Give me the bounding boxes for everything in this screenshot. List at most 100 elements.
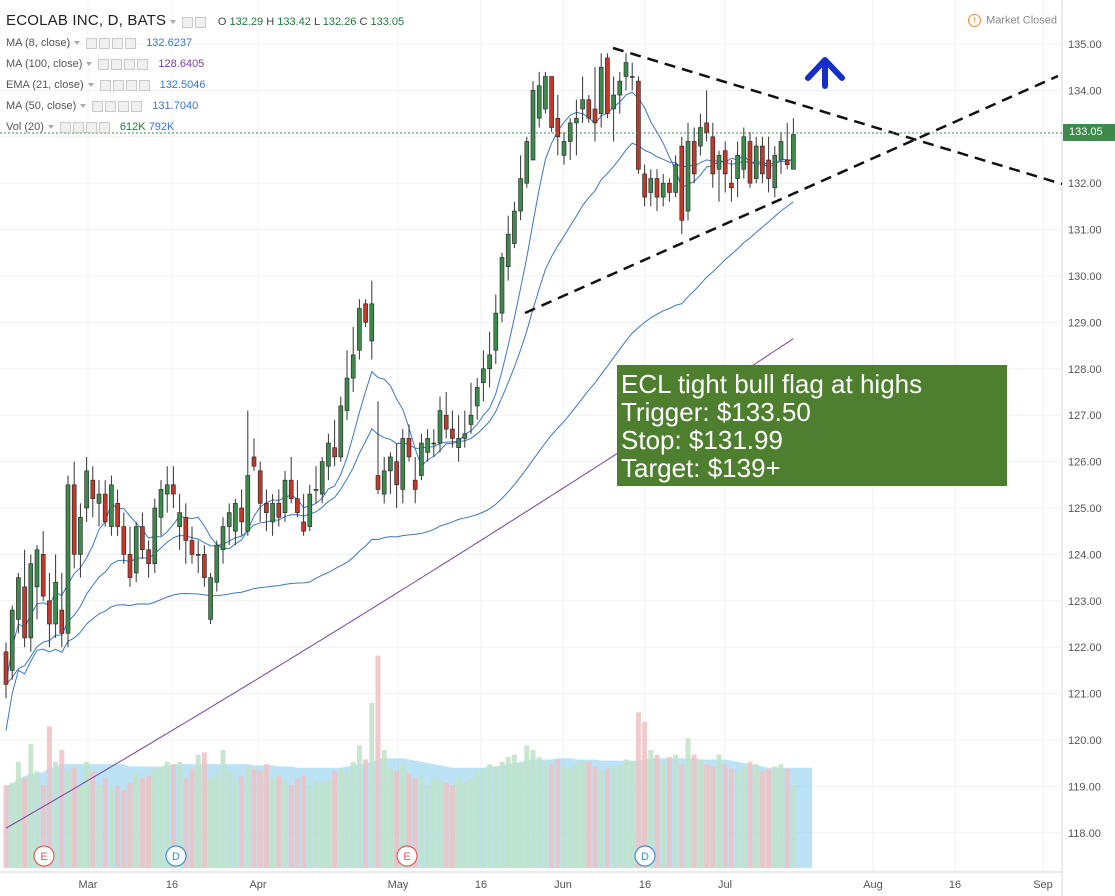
ma50-line — [5, 201, 794, 731]
volume-bar — [102, 778, 108, 868]
eye-icon[interactable] — [182, 17, 194, 29]
volume-bar — [108, 787, 114, 868]
indicator-ma50[interactable]: MA (50, close) 131.7040 — [6, 100, 199, 112]
candle-body — [22, 586, 27, 639]
volume-bar — [301, 775, 307, 868]
volume-bar — [294, 778, 300, 868]
chevron-down-icon[interactable] — [87, 83, 94, 88]
trade-annotation: ECL tight bull flag at highs Trigger: $1… — [617, 365, 1007, 486]
volume-bar — [722, 764, 728, 868]
y-tick-label: 126.00 — [1068, 457, 1102, 469]
candle-body — [691, 141, 697, 175]
symbol-title[interactable]: ECOLAB INC, D, BATS — [6, 12, 167, 29]
market-status[interactable]: ! Market Closed — [968, 14, 1057, 27]
candle-body — [34, 549, 40, 588]
candle-body — [183, 516, 189, 541]
indicator-icons[interactable] — [98, 58, 150, 70]
volume-bar — [418, 775, 424, 868]
header-icons[interactable] — [182, 14, 208, 29]
volume-bar — [425, 785, 431, 868]
candle-body — [171, 484, 176, 495]
candle-body — [59, 609, 65, 634]
volume-bar — [332, 771, 338, 868]
volume-bar — [611, 766, 617, 868]
candle-body — [301, 521, 306, 532]
indicator-icons[interactable] — [59, 121, 112, 133]
candle-body — [140, 526, 145, 551]
indicator-ma8[interactable]: MA (8, close) 132.6237 — [6, 37, 193, 49]
candle-body — [654, 178, 660, 198]
chevron-down-icon[interactable] — [47, 125, 54, 130]
volume-bar — [381, 750, 387, 868]
indicator-ma100[interactable]: MA (100, close) 128.6405 — [6, 58, 205, 70]
volume-bar — [580, 761, 586, 868]
candle-body — [332, 447, 337, 458]
candle-body — [102, 493, 108, 523]
indicator-icons[interactable] — [86, 37, 138, 49]
candle-body — [412, 479, 418, 490]
indicator-ema21[interactable]: EMA (21, close) 132.5046 — [6, 79, 206, 91]
close-icon — [138, 79, 150, 91]
candle-body — [394, 461, 399, 486]
chevron-down-icon[interactable] — [80, 104, 87, 109]
y-tick-label: 118.00 — [1068, 828, 1101, 840]
candle-body — [530, 90, 536, 161]
volume-bar — [493, 766, 499, 868]
candle-body — [605, 57, 610, 114]
volume-bar — [71, 767, 77, 868]
volume-bar — [195, 754, 201, 868]
candle-body — [474, 387, 480, 407]
dividend-marker-label: D — [641, 851, 649, 863]
volume-bar — [59, 750, 65, 868]
earnings-marker[interactable] — [33, 845, 55, 867]
volume-bar — [629, 761, 635, 868]
candle-body — [127, 554, 133, 578]
candle-body — [369, 303, 375, 342]
volume-bar — [139, 778, 145, 868]
candle-body — [493, 312, 499, 351]
candle-body — [667, 182, 672, 193]
candle-body — [195, 554, 201, 556]
candle-body — [115, 503, 120, 527]
chevron-down-icon[interactable] — [86, 62, 93, 67]
candle-body — [96, 493, 102, 504]
gear-icon — [112, 79, 124, 91]
volume-bar — [542, 761, 548, 868]
gear-icon[interactable] — [195, 17, 207, 29]
dividend-marker[interactable] — [634, 845, 656, 867]
chevron-down-icon[interactable] — [170, 19, 177, 24]
candle-body — [505, 233, 511, 268]
volume-bar — [257, 771, 263, 868]
candle-body — [499, 257, 505, 314]
earnings-marker[interactable] — [396, 845, 418, 867]
indicator-icons[interactable] — [92, 100, 144, 112]
candle-body — [543, 76, 548, 110]
volume-bar — [344, 771, 350, 868]
x-tick-label: Jul — [718, 879, 732, 891]
volume-bar — [673, 754, 679, 868]
low-value: 132.26 — [322, 16, 357, 28]
volume-bar — [28, 744, 34, 868]
y-tick-label: 120.00 — [1068, 735, 1102, 747]
chevron-down-icon[interactable] — [74, 41, 81, 46]
volume-bar — [220, 750, 226, 868]
indicator-icons[interactable] — [99, 79, 152, 91]
volume-bar — [146, 775, 152, 868]
time-axis[interactable]: Mar 16 Apr May 16 Jun 16 Jul Aug 16 Sep — [0, 871, 1062, 891]
candle-body — [270, 503, 275, 523]
dividend-marker[interactable] — [165, 845, 187, 867]
candle-body — [450, 428, 455, 439]
candle-body — [741, 136, 747, 170]
volume-bar — [177, 761, 183, 868]
candle-body — [109, 484, 114, 527]
volume-bar — [710, 766, 716, 868]
price-axis[interactable]: 118.00 119.00 120.00 121.00 122.00 123.00 124.… — [1068, 39, 1102, 840]
volume-bar — [412, 778, 418, 868]
y-tick-label: 119.00 — [1068, 781, 1101, 793]
indicator-volume[interactable]: Vol (20) 612K 792K — [6, 121, 175, 133]
volume-bar — [214, 773, 220, 868]
x-tick-label: 16 — [639, 879, 651, 891]
candle-body — [326, 442, 331, 467]
